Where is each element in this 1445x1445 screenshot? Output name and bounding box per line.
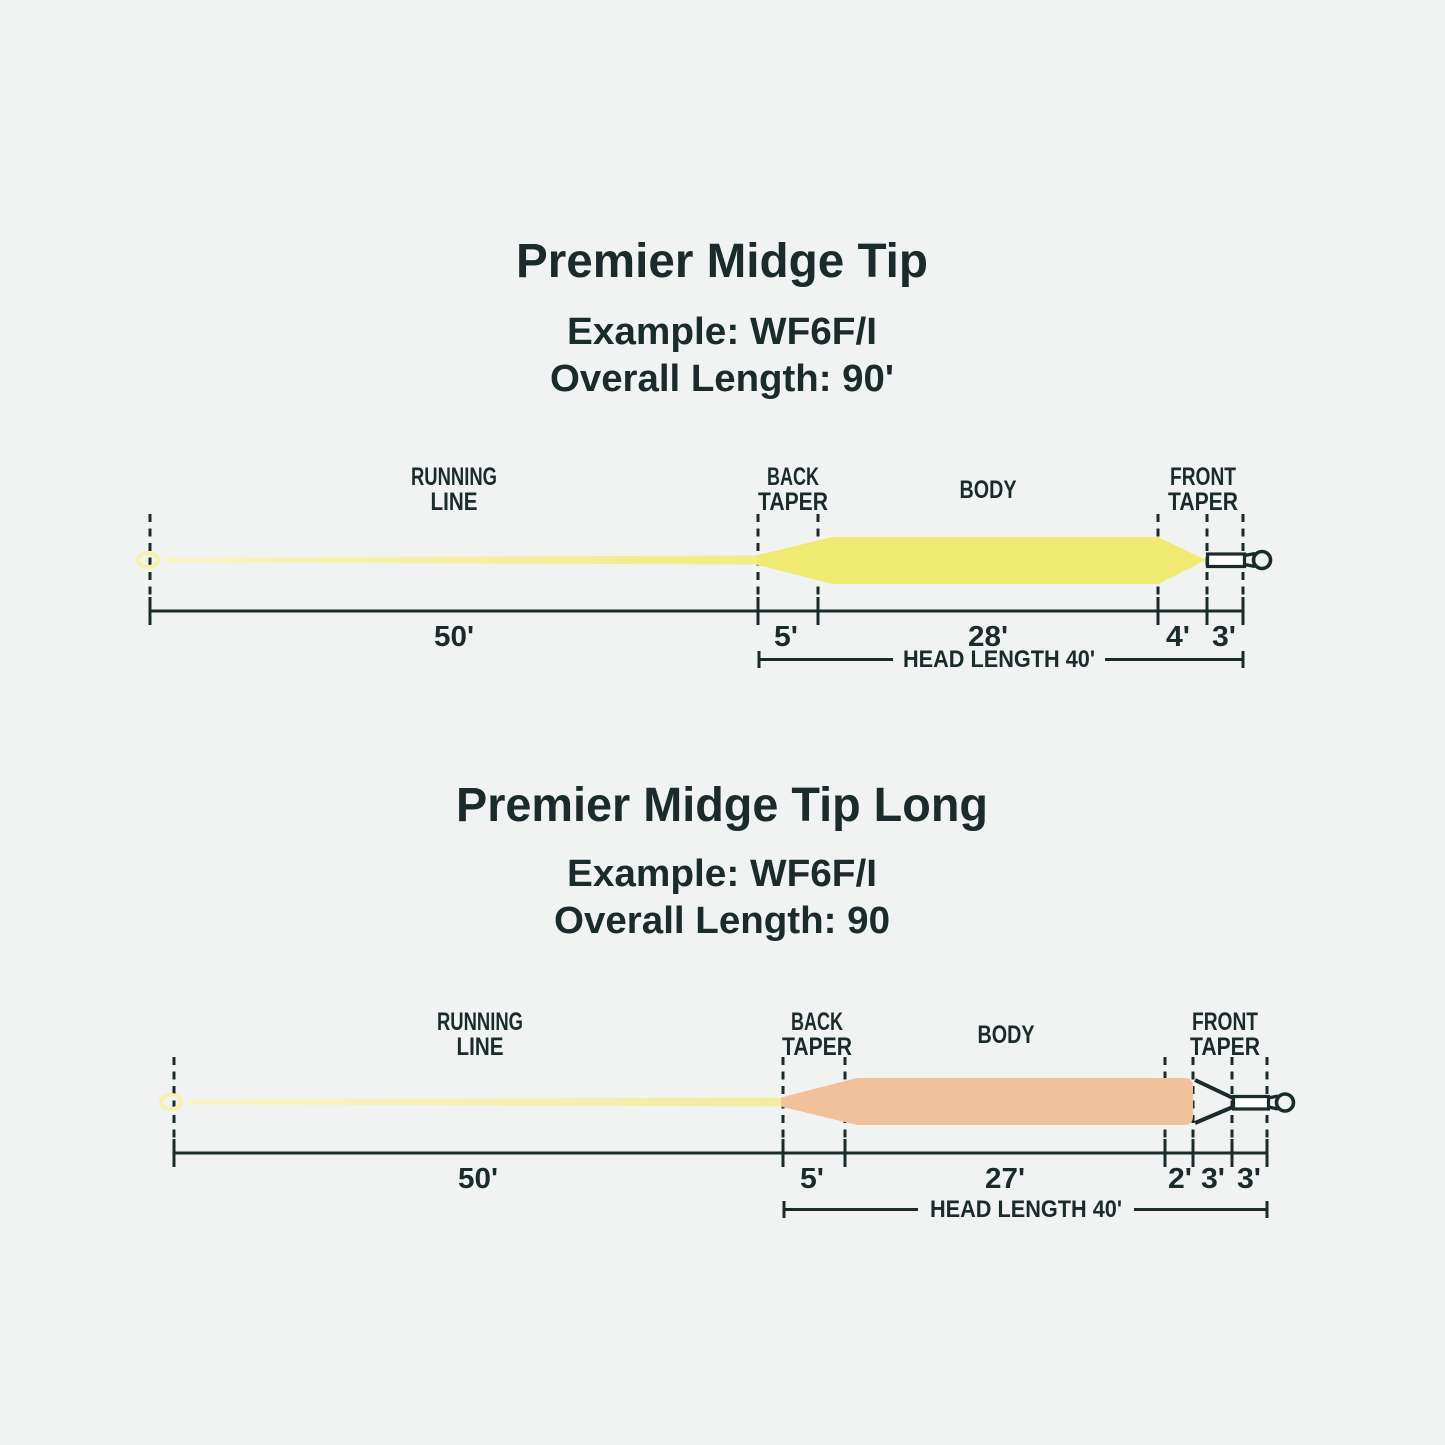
clear-tip-shape (1205, 552, 1247, 569)
head-length-label: HEAD LENGTH 40' (903, 646, 1095, 673)
front-taper-label: TAPER (1190, 1033, 1260, 1061)
body-shape (756, 537, 1206, 584)
measurement-ruler (172, 1139, 1269, 1167)
back-taper-label: TAPER (782, 1033, 852, 1061)
body-label: BODY (960, 476, 1017, 504)
body-label: BODY (978, 1021, 1035, 1049)
tip-measurement: 3' (1237, 1163, 1261, 1195)
tip-measurement: 3' (1212, 621, 1236, 653)
running-line-label: LINE (457, 1033, 504, 1061)
body-measurement: 27' (985, 1163, 1025, 1195)
diagram-title: Premier Midge Tip (516, 235, 928, 288)
measurement-ruler (148, 597, 1245, 625)
back-taper-label: BACK (767, 463, 819, 491)
running-line-shape (165, 555, 756, 565)
running-line-shape (188, 1097, 781, 1107)
head-length-ruler (757, 651, 1245, 668)
front-taper-label: FRONT (1170, 463, 1236, 491)
clear-tip-shape (1231, 1094, 1271, 1111)
rear-welded-loop-icon (136, 551, 160, 569)
diagram-example: Example: WF6F/I (567, 311, 877, 353)
front-taper-measurement: 3' (1201, 1163, 1225, 1195)
diagram-premier-midge-tip-long: Premier Midge Tip Long Example: WF6F/I O… (159, 779, 1296, 1223)
body-end-measurement: 2' (1168, 1163, 1192, 1195)
back-taper-label: BACK (791, 1008, 843, 1036)
diagram-overall-length: Overall Length: 90 (554, 900, 890, 942)
running-line-measurement: 50' (458, 1163, 498, 1195)
diagram-premier-midge-tip: Premier Midge Tip Example: WF6F/I Overal… (136, 235, 1273, 673)
head-length-label: HEAD LENGTH 40' (930, 1196, 1122, 1223)
front-taper-label: TAPER (1168, 488, 1238, 516)
running-line-measurement: 50' (434, 621, 474, 653)
running-line-label: RUNNING (411, 463, 497, 491)
front-taper-label: FRONT (1192, 1008, 1258, 1036)
body-measurement: 28' (968, 621, 1008, 653)
head-length-ruler (782, 1201, 1269, 1218)
back-taper-measurement: 5' (800, 1163, 824, 1195)
diagram-example: Example: WF6F/I (567, 853, 877, 895)
running-line-label: LINE (431, 488, 478, 516)
clear-front-taper-shape (1194, 1078, 1235, 1125)
front-taper-measurement: 4' (1166, 621, 1190, 653)
back-taper-label: TAPER (758, 488, 828, 516)
back-taper-measurement: 5' (774, 621, 798, 653)
running-line-label: RUNNING (437, 1008, 523, 1036)
diagram-title: Premier Midge Tip Long (456, 779, 988, 832)
body-shape (781, 1078, 1193, 1125)
rear-welded-loop-icon (159, 1093, 183, 1111)
front-welded-loop-icon (1268, 1092, 1296, 1113)
diagram-overall-length: Overall Length: 90' (550, 358, 894, 400)
front-welded-loop-icon (1244, 549, 1273, 571)
